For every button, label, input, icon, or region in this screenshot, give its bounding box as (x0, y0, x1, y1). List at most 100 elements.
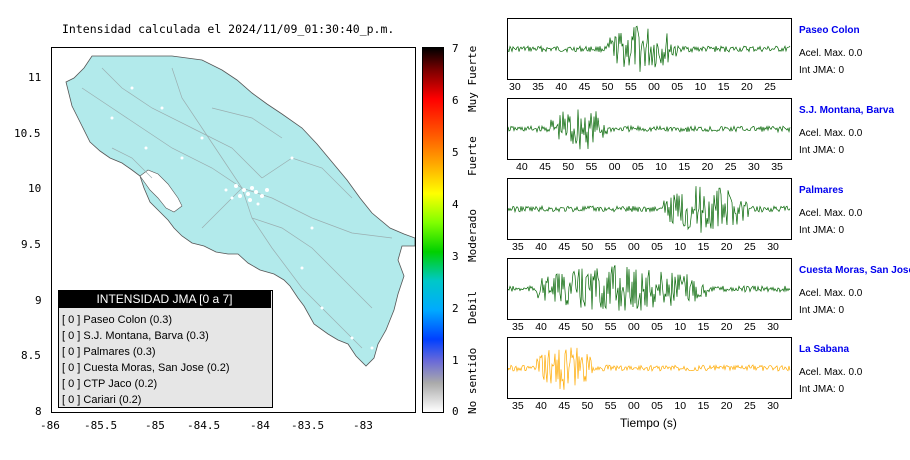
time-tick: 10 (655, 161, 667, 173)
time-tick: 55 (625, 81, 637, 93)
time-tick: 55 (604, 321, 617, 333)
time-tick: 00 (608, 161, 621, 173)
lat-tick: 10.5 (14, 127, 41, 140)
lon-tick: -83 (353, 419, 373, 432)
costa-rica-landmass (65, 55, 415, 367)
time-tick: 05 (632, 161, 644, 173)
waveform-trace (507, 347, 791, 390)
time-tick: 50 (601, 81, 614, 93)
time-tick: 00 (628, 241, 640, 253)
time-tick: 45 (578, 81, 591, 93)
trace-frame[interactable] (507, 337, 792, 399)
class-label: Debil (466, 290, 479, 324)
time-tick: 25 (744, 400, 756, 412)
legend-item: [ 0 ] Cariari (0.2) (62, 394, 142, 406)
map-title: Intensidad calculada el 2024/11/09_01:30… (62, 22, 395, 36)
jma-intensity: Int JMA: 0 (799, 384, 845, 395)
time-tick: 00 (628, 321, 640, 333)
time-tick: 10 (674, 400, 687, 412)
time-tick: 50 (562, 161, 575, 173)
trace-frame[interactable] (507, 258, 792, 320)
intensity-colorbar (422, 47, 444, 413)
trace-frame[interactable] (507, 178, 792, 240)
time-tick: 20 (720, 241, 733, 253)
time-tick: 50 (581, 400, 594, 412)
time-tick: 30 (509, 81, 521, 93)
colorbar-tick: 6 (452, 94, 459, 107)
time-tick: 55 (604, 400, 617, 412)
max-acceleration: Acel. Max. 0.0 (799, 128, 863, 139)
class-label: No sentido (466, 347, 479, 414)
time-tick: 30 (767, 241, 779, 253)
waveform-trace (507, 25, 791, 72)
colorbar-tick: 1 (452, 354, 459, 367)
lon-tick: -85.5 (84, 419, 118, 432)
time-tick: 15 (678, 161, 691, 173)
time-tick: 45 (558, 241, 571, 253)
legend-item: [ 0 ] Palmares (0.3) (62, 346, 156, 358)
gulf-of-nicoya (139, 169, 183, 213)
trace-frame[interactable] (507, 18, 792, 80)
lon-tick: -83.5 (291, 419, 325, 432)
colorbar-tick: 2 (452, 302, 459, 315)
waveform-trace (507, 186, 791, 233)
time-tick: 50 (581, 241, 594, 253)
time-tick: 05 (651, 241, 663, 253)
time-tick: 25 (744, 241, 756, 253)
time-axis-label: Tiempo (s) (620, 416, 677, 430)
class-label: Moderado (466, 209, 479, 262)
time-tick: 20 (741, 81, 753, 93)
station-name[interactable]: Paseo Colon (799, 25, 860, 36)
time-tick: 35 (512, 241, 524, 253)
time-tick: 20 (720, 321, 733, 333)
time-tick: 05 (651, 400, 663, 412)
towns (110, 86, 374, 350)
lon-tick: -86 (40, 419, 60, 432)
time-tick: 25 (744, 321, 756, 333)
time-tick: 35 (512, 321, 524, 333)
time-tick: 10 (674, 321, 687, 333)
lat-tick: 11 (28, 71, 42, 84)
roads (81, 67, 393, 349)
time-tick: 15 (697, 321, 710, 333)
waveform-trace (507, 109, 791, 150)
time-tick: 40 (555, 81, 568, 93)
time-tick: 00 (648, 81, 660, 93)
lat-tick: 8 (35, 405, 42, 418)
waveform-plot (507, 186, 791, 233)
max-acceleration: Acel. Max. 0.0 (799, 288, 863, 299)
time-tick: 30 (767, 321, 779, 333)
max-acceleration: Acel. Max. 0.0 (799, 367, 863, 378)
waveform-plot (507, 347, 791, 390)
time-tick: 45 (558, 321, 571, 333)
time-tick: 30 (748, 161, 760, 173)
time-tick: 00 (628, 400, 640, 412)
waveform-plot (507, 109, 791, 150)
trace-frame[interactable] (507, 98, 792, 160)
class-label: Muy Fuerte (466, 45, 479, 112)
time-tick: 35 (512, 400, 524, 412)
class-label: Fuerte (466, 136, 479, 176)
time-tick: 35 (532, 81, 544, 93)
waveform-plot (507, 25, 791, 72)
time-tick: 50 (581, 321, 594, 333)
time-tick: 20 (701, 161, 714, 173)
time-tick: 40 (535, 241, 547, 253)
time-tick: 35 (771, 161, 783, 173)
time-tick: 15 (697, 241, 710, 253)
legend-item: [ 0 ] Cuesta Moras, San Jose (0.2) (62, 362, 230, 374)
time-tick: 30 (767, 400, 779, 412)
time-tick: 05 (671, 81, 684, 93)
lat-tick: 9 (35, 294, 42, 307)
time-tick: 15 (717, 81, 730, 93)
time-tick: 45 (558, 400, 571, 412)
lon-tick: -84 (250, 419, 270, 432)
station-name[interactable]: La Sabana (799, 344, 850, 355)
time-tick: 10 (694, 81, 707, 93)
legend-item: [ 0 ] CTP Jaco (0.2) (62, 378, 158, 390)
station-name[interactable]: Palmares (799, 185, 844, 196)
jma-intensity: Int JMA: 0 (799, 65, 845, 76)
colorbar-tick: 5 (452, 146, 459, 159)
station-name[interactable]: S.J. Montana, Barva (799, 105, 895, 116)
station-name[interactable]: Cuesta Moras, San Jose (799, 265, 910, 276)
